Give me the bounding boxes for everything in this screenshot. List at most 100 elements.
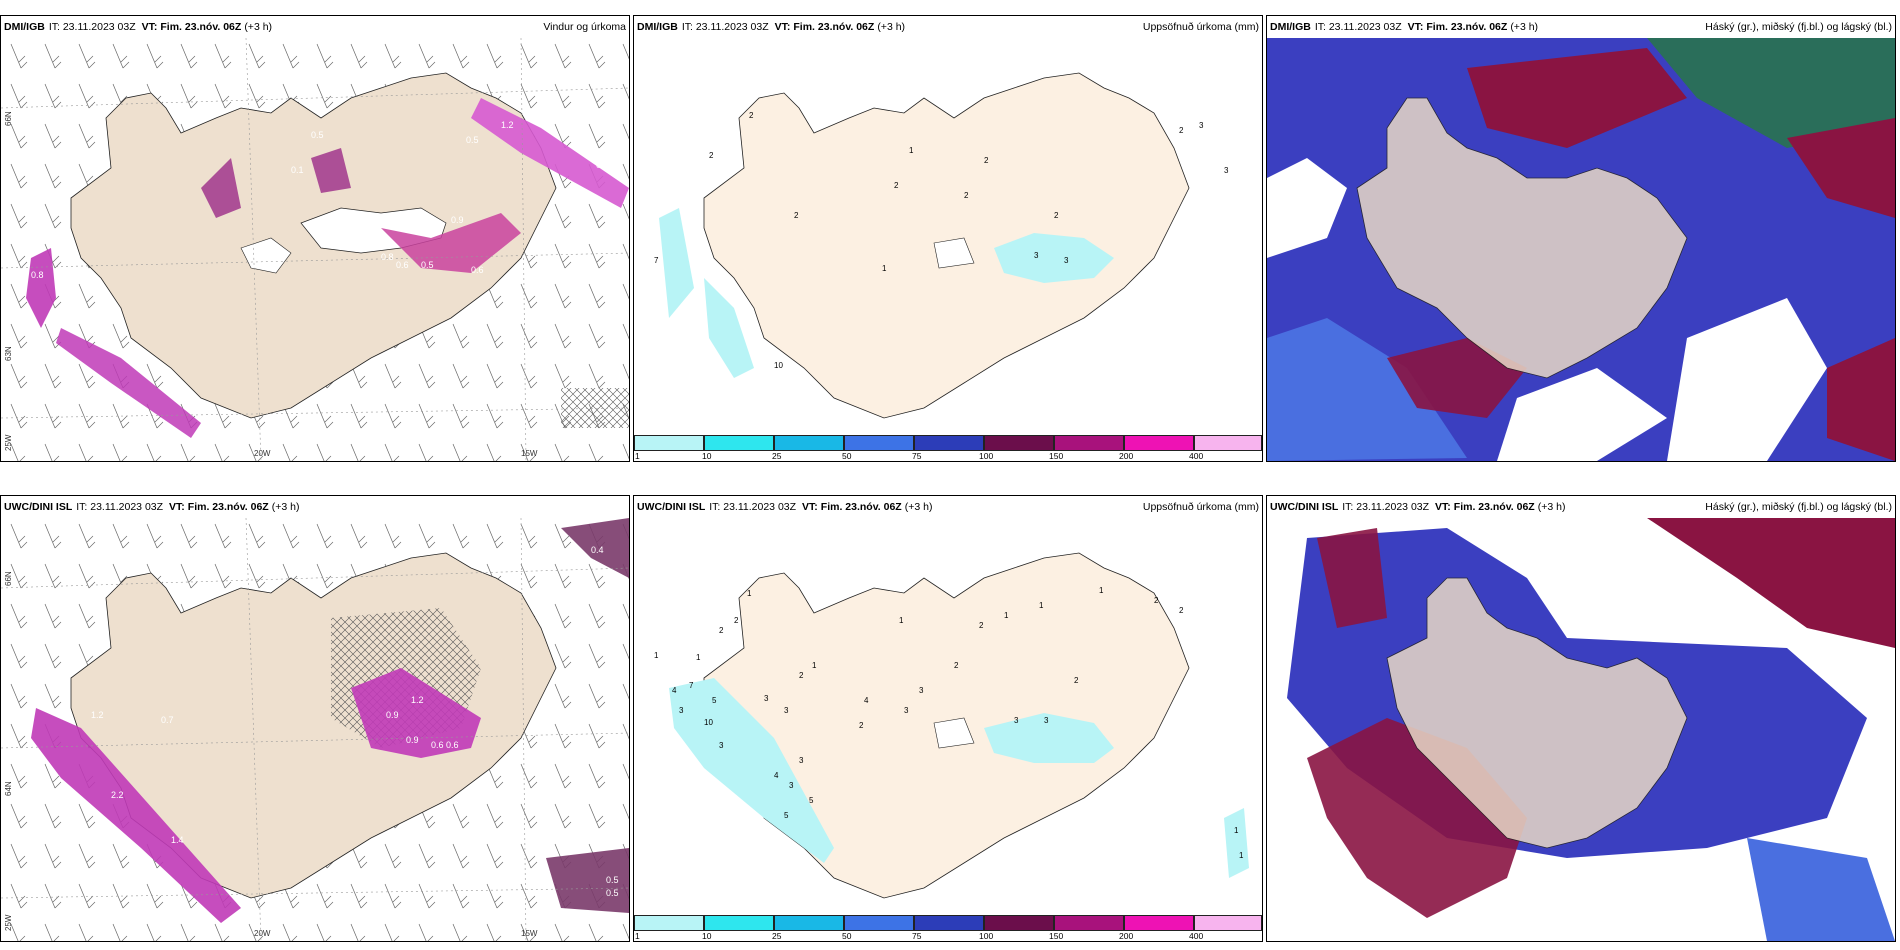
lead-time: (+3 h) (1537, 501, 1566, 513)
svg-text:2: 2 (749, 111, 754, 120)
colorbar-segment (914, 915, 984, 931)
colorbar-label: 150 (1049, 931, 1064, 941)
colorbar-segment (1124, 435, 1194, 451)
mid-cloud-area (1317, 528, 1387, 628)
colorbar-label: 25 (772, 451, 782, 461)
svg-text:2: 2 (894, 181, 899, 190)
precip-colorbar: 1 10 25 50 75 100 150 200 400 (634, 915, 1262, 941)
graticule (1, 38, 629, 461)
svg-text:0.4: 0.4 (591, 545, 604, 555)
model-name: DMI/IGB (1270, 21, 1311, 33)
colorbar-segment (634, 435, 704, 451)
svg-text:2: 2 (794, 211, 799, 220)
cloud-cover-map (1267, 518, 1895, 941)
valid-time-label: VT: (1435, 501, 1451, 513)
init-time: IT: 23.11.2023 03Z (48, 21, 136, 33)
colorbar-segment (984, 435, 1054, 451)
colorbar-segment (1054, 915, 1124, 931)
svg-text:7: 7 (654, 256, 659, 265)
high-cloud-area (1647, 38, 1895, 148)
colorbar-label: 150 (1049, 451, 1064, 461)
model-name: UWC/DINI ISL (4, 501, 73, 513)
svg-text:4: 4 (774, 771, 779, 780)
svg-text:0.6: 0.6 (396, 260, 409, 270)
glacier-hofsjokull (240, 237, 292, 274)
valid-time-label: VT: (1407, 21, 1424, 33)
lead-time: (+3 h) (904, 501, 933, 513)
svg-text:3: 3 (679, 706, 684, 715)
valid-time: Fim. 23.nóv. 06Z (793, 21, 875, 33)
svg-text:5: 5 (784, 811, 789, 820)
colorbar-segment (1124, 915, 1194, 931)
panel-title: Háský (gr.), miðský (fj.bl.) og lágský (… (1705, 21, 1892, 33)
model-name: UWC/DINI ISL (637, 501, 706, 513)
model-name: DMI/IGB (4, 21, 45, 33)
svg-text:2: 2 (1054, 211, 1059, 220)
panel-clouds-dmi: DMI/IGB IT: 23.11.2023 03Z VT: Fim. 23.n… (1266, 15, 1896, 462)
precip-cell (201, 158, 241, 218)
precip-band-sw (31, 708, 241, 923)
svg-text:0.5: 0.5 (606, 888, 619, 898)
svg-text:0.6: 0.6 (431, 740, 444, 750)
svg-text:0.6: 0.6 (446, 740, 459, 750)
cloud-area (1747, 838, 1895, 941)
svg-text:2: 2 (1179, 606, 1184, 615)
colorbar-label: 400 (1189, 451, 1204, 461)
lon-label-25w: 25W (4, 434, 13, 451)
wind-value-labels: 0.4 0.4 0.5 0.5 0.9 1.2 0.6 0.7 2.2 0.6 … (91, 545, 624, 898)
lon-label-20w: 20W (254, 929, 271, 938)
svg-text:3: 3 (919, 686, 924, 695)
svg-text:2: 2 (859, 721, 864, 730)
colorbar-label: 1 (635, 451, 640, 461)
colorbar-label: 200 (1119, 931, 1134, 941)
mid-cloud-area (1827, 338, 1895, 461)
svg-text:1.4: 1.4 (171, 835, 184, 845)
svg-text:0.9: 0.9 (596, 160, 609, 170)
colorbar-segment (704, 435, 774, 451)
panel-clouds-uwc: UWC/DINI ISL IT: 23.11.2023 03Z VT: Fim.… (1266, 495, 1896, 942)
svg-text:4: 4 (672, 686, 677, 695)
valid-time: Fim. 23.nóv. 06Z (1453, 501, 1535, 513)
precip-area-e (1224, 808, 1249, 878)
svg-text:2: 2 (1154, 596, 1159, 605)
svg-text:1: 1 (1039, 601, 1044, 610)
iceland-landmass (1356, 97, 1688, 379)
svg-text:5: 5 (809, 796, 814, 805)
colorbar-label: 200 (1119, 451, 1134, 461)
model-name: UWC/DINI ISL (1270, 501, 1339, 513)
svg-text:1: 1 (812, 661, 817, 670)
colorbar-segment (1054, 435, 1124, 451)
svg-text:3: 3 (799, 756, 804, 765)
svg-text:0.5: 0.5 (311, 130, 324, 140)
lead-time: (+3 h) (1510, 21, 1539, 33)
precip-area-w (659, 208, 694, 318)
colorbar-label: 75 (912, 931, 922, 941)
panel-header: DMI/IGB IT: 23.11.2023 03Z VT: Fim. 23.n… (1, 16, 629, 38)
svg-text:0.8: 0.8 (31, 270, 44, 280)
valid-time-label: VT: (774, 21, 791, 33)
panel-accum-precip-uwc: UWC/DINI ISL IT: 23.11.2023 03Z VT: Fim.… (633, 495, 1263, 942)
wind-precip-map: 0.4 0.4 0.5 0.5 0.9 1.2 0.6 0.7 2.2 0.6 … (1, 518, 629, 941)
colorbar-segment (984, 915, 1054, 931)
svg-text:2: 2 (1074, 676, 1079, 685)
valid-time: Fim. 23.nóv. 06Z (820, 501, 902, 513)
svg-text:0.9: 0.9 (406, 735, 419, 745)
svg-text:2: 2 (709, 151, 714, 160)
iceland-landmass (1386, 577, 1688, 849)
svg-text:1: 1 (882, 264, 887, 273)
valid-time: Fim. 23.nóv. 06Z (1426, 21, 1508, 33)
precip-number-labels: 2 2 1 2 2 7 2 2 1 2 3 2 3 10 3 3 3 (654, 111, 1229, 445)
mid-cloud-area (1467, 48, 1687, 148)
precip-cell (311, 148, 351, 193)
colorbar-segment (634, 915, 704, 931)
svg-text:0.4: 0.4 (611, 670, 624, 680)
glacier (933, 237, 975, 269)
colorbar-label: 50 (842, 451, 852, 461)
svg-text:1.2: 1.2 (91, 710, 104, 720)
svg-text:10: 10 (704, 718, 713, 727)
clear-sky (1267, 158, 1347, 258)
init-time: IT: 23.11.2023 03Z (1342, 501, 1430, 513)
svg-text:2: 2 (799, 671, 804, 680)
clear-sky (1497, 368, 1667, 461)
colorbar-segment (844, 915, 914, 931)
